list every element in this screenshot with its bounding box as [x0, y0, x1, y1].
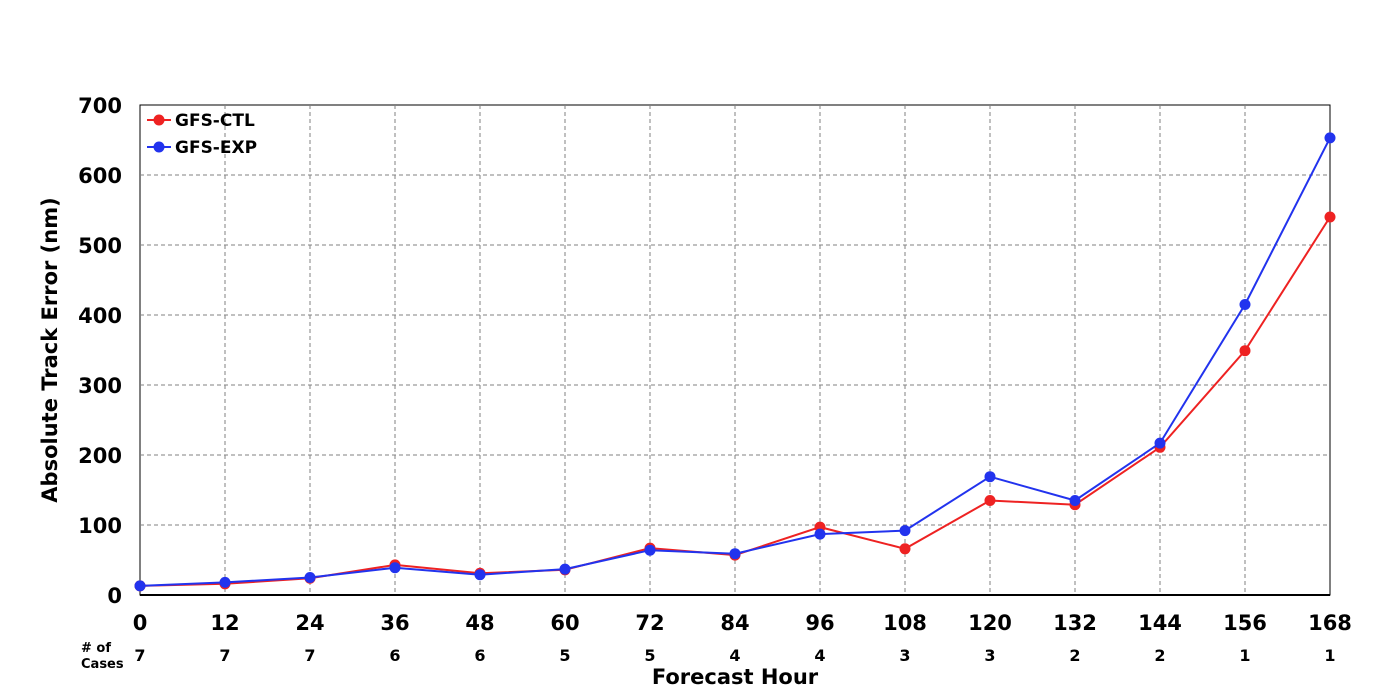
case-count: 2: [1154, 646, 1165, 665]
series-layer: [134, 132, 1336, 592]
case-count: 2: [1069, 646, 1080, 665]
cases-label-line1: # of: [81, 641, 111, 656]
data-point: [644, 544, 656, 556]
x-tick-label: 24: [295, 611, 324, 635]
data-point: [1154, 437, 1166, 449]
legend-item: GFS-EXP: [147, 138, 257, 158]
x-tick-label: 84: [720, 611, 749, 635]
data-point: [814, 528, 826, 540]
y-tick-label: 700: [78, 94, 122, 118]
data-point: [899, 525, 911, 537]
cases-label-line2: Cases: [81, 657, 124, 672]
x-tick-label: 120: [968, 611, 1012, 635]
case-counts: 7 7 7 6 6 5 5 4 4 3 3 2 2 1 1: [134, 646, 1335, 665]
legend-item: GFS-CTL: [147, 111, 255, 131]
case-count: 1: [1239, 646, 1250, 665]
case-count: 4: [814, 646, 825, 665]
data-point: [304, 572, 316, 583]
x-tick-label: 60: [550, 611, 579, 635]
x-tick-label: 72: [635, 611, 664, 635]
case-count: 7: [219, 646, 230, 665]
data-point: [389, 562, 401, 574]
x-tick-label: 0: [133, 611, 148, 635]
data-point: [474, 569, 486, 581]
legend-marker: [153, 114, 165, 126]
y-tick-label: 100: [78, 514, 122, 538]
data-point: [984, 471, 996, 483]
data-point: [559, 563, 571, 575]
case-count: 6: [474, 646, 485, 665]
x-tick-label: 96: [805, 611, 834, 635]
x-tick-label: 48: [465, 611, 494, 635]
case-count: 5: [644, 646, 655, 665]
x-tick-label: 132: [1053, 611, 1097, 635]
data-point: [899, 543, 911, 555]
x-tick-labels: 0 12 24 36 48 60 72 84 96 108 120 132 144 156 168: [133, 611, 1352, 635]
y-tick-label: 400: [78, 304, 122, 328]
data-point: [1239, 345, 1251, 357]
data-point: [134, 580, 146, 592]
case-count: 4: [729, 646, 740, 665]
legend-label: GFS-EXP: [175, 138, 257, 158]
legend-label: GFS-CTL: [175, 111, 255, 131]
case-count: 6: [389, 646, 400, 665]
series-gfs-exp: [134, 132, 1336, 592]
x-axis-title: Forecast Hour: [652, 665, 819, 689]
grid-lines: [140, 105, 1330, 595]
legend-marker: [153, 141, 165, 153]
x-tick-label: 108: [883, 611, 927, 635]
data-point: [1324, 211, 1336, 223]
case-count: 3: [899, 646, 910, 665]
y-tick-label: 300: [78, 374, 122, 398]
y-axis-title: Absolute Track Error (nm): [38, 197, 62, 502]
case-count: 1: [1324, 646, 1335, 665]
y-tick-label: 600: [78, 164, 122, 188]
x-tick-label: 36: [380, 611, 409, 635]
data-point: [1239, 299, 1251, 310]
x-tick-label: 156: [1223, 611, 1267, 635]
x-tick-label: 144: [1138, 611, 1182, 635]
data-point: [1324, 132, 1336, 144]
data-point: [729, 548, 741, 560]
case-count: 7: [304, 646, 315, 665]
case-count: 5: [559, 646, 570, 665]
y-tick-label: 200: [78, 444, 122, 468]
data-point: [219, 576, 231, 588]
y-tick-label: 0: [107, 584, 122, 608]
x-tick-label: 168: [1308, 611, 1352, 635]
data-point: [984, 495, 996, 506]
y-tick-labels: 0 100 200 300 400 500 600 700: [78, 94, 122, 608]
x-tick-label: 12: [210, 611, 239, 635]
case-count: 3: [984, 646, 995, 665]
legend: GFS-CTL GFS-EXP: [147, 111, 257, 158]
y-tick-label: 500: [78, 234, 122, 258]
case-count: 7: [134, 646, 145, 665]
data-point: [1069, 495, 1081, 506]
